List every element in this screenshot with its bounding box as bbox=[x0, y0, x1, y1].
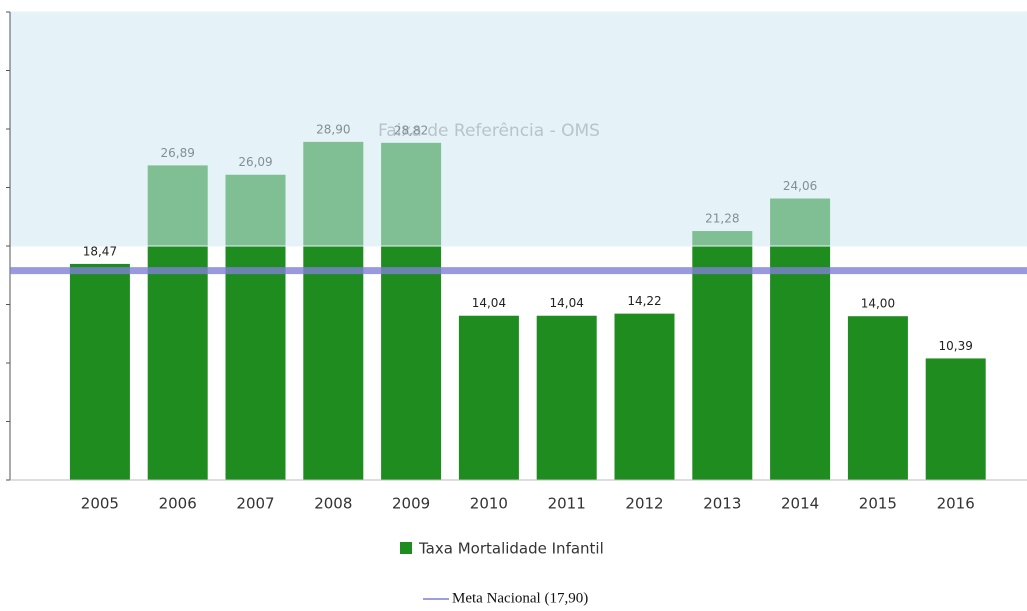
bar bbox=[925, 358, 986, 480]
x-tick-label: 2016 bbox=[937, 495, 975, 513]
x-tick-label: 2015 bbox=[859, 495, 897, 513]
value-label: 14,04 bbox=[472, 296, 506, 310]
legend-label: Taxa Mortalidade Infantil bbox=[418, 540, 604, 558]
x-tick-label: 2006 bbox=[159, 495, 197, 513]
value-label: 18,47 bbox=[83, 244, 117, 258]
x-tick-label: 2007 bbox=[236, 495, 274, 513]
x-tick-label: 2012 bbox=[625, 495, 663, 513]
reference-band bbox=[10, 11, 1027, 247]
value-label: 10,39 bbox=[939, 339, 973, 353]
value-label: 14,00 bbox=[861, 297, 895, 311]
x-tick-label: 2008 bbox=[314, 495, 352, 513]
x-tick-label: 2014 bbox=[781, 495, 819, 513]
bar bbox=[614, 313, 675, 480]
bar bbox=[536, 315, 597, 480]
x-tick-label: 2005 bbox=[81, 495, 119, 513]
value-label: 14,04 bbox=[550, 296, 584, 310]
bar bbox=[69, 263, 130, 480]
x-tick-label: 2010 bbox=[470, 495, 508, 513]
x-tick-label: 2011 bbox=[548, 495, 586, 513]
bar bbox=[458, 315, 519, 480]
legend-swatch bbox=[400, 542, 412, 554]
bar bbox=[847, 316, 908, 480]
legend-label: Meta Nacional (17,90) bbox=[452, 590, 588, 606]
x-tick-label: 2013 bbox=[703, 495, 741, 513]
value-label: 14,22 bbox=[627, 294, 661, 308]
x-tick-label: 2009 bbox=[392, 495, 430, 513]
